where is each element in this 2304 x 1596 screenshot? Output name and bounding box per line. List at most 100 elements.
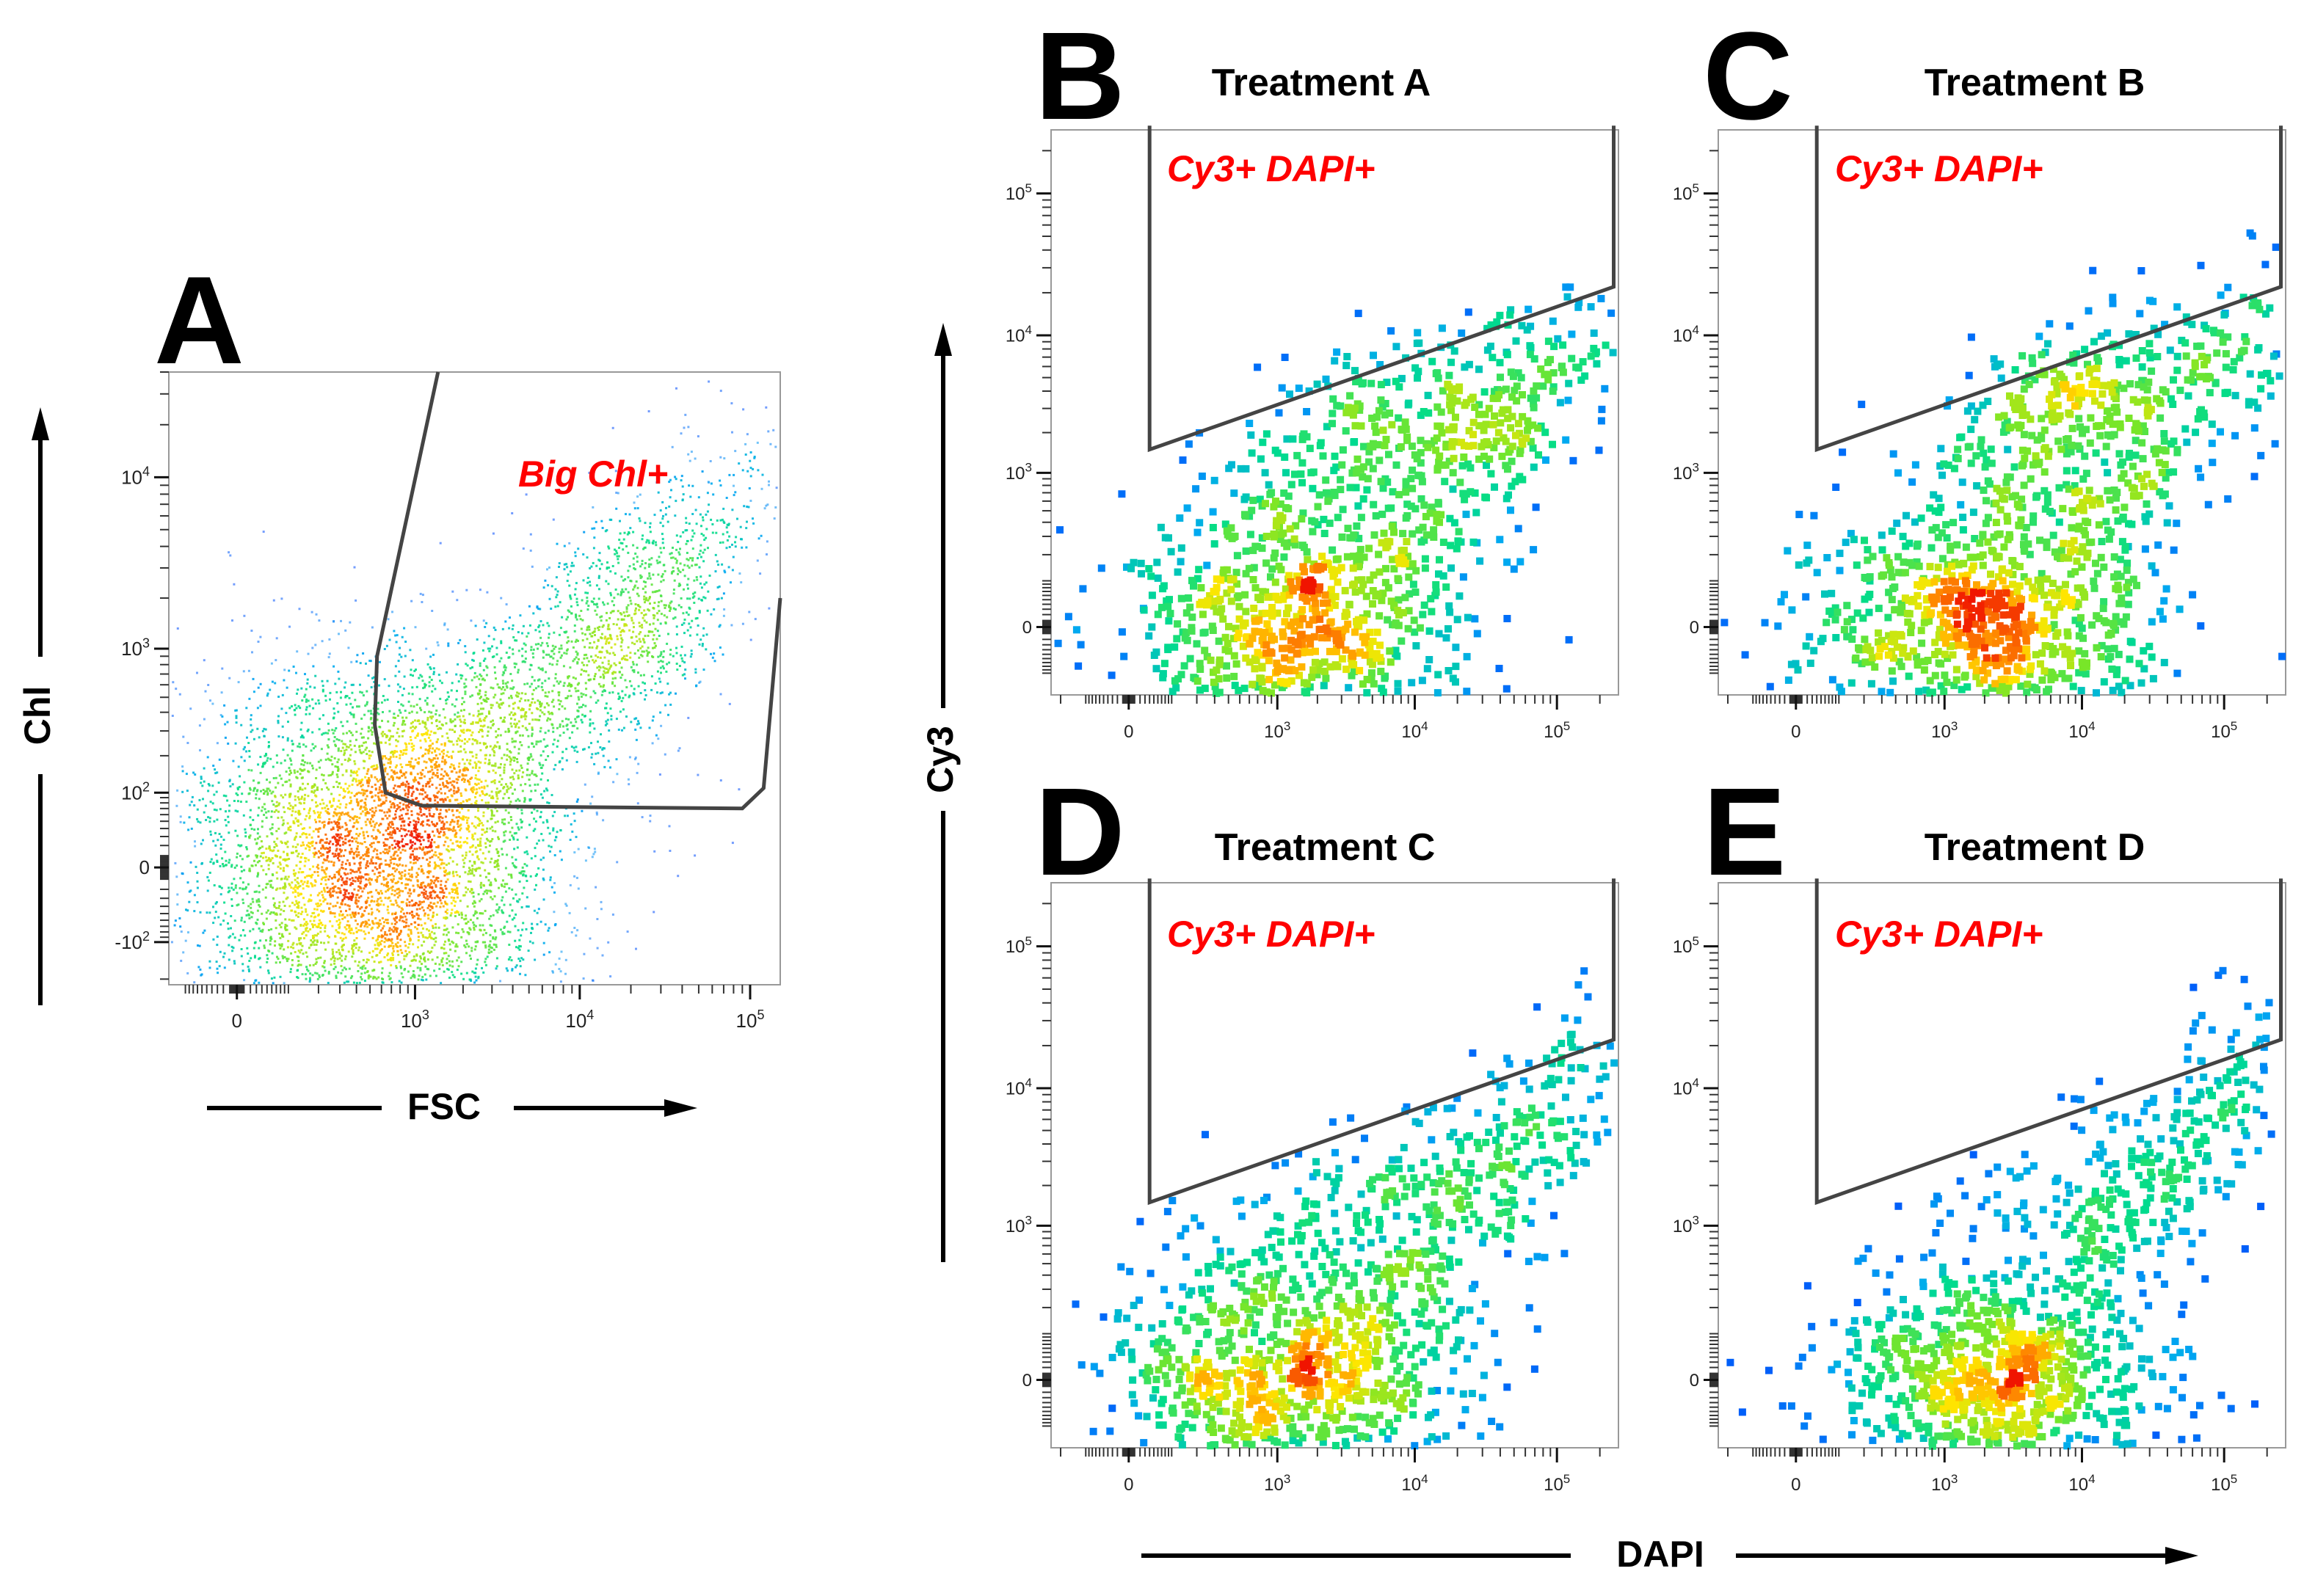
- event-point: [377, 926, 379, 929]
- event-point: [337, 710, 340, 713]
- event-point: [464, 651, 467, 654]
- event-point: [474, 870, 477, 872]
- event-point: [542, 878, 545, 881]
- event-point: [471, 791, 474, 794]
- event-point: [496, 911, 499, 914]
- event-point: [264, 761, 267, 764]
- event-point: [374, 976, 377, 979]
- event-point: [267, 787, 270, 790]
- event-point: [277, 721, 280, 724]
- event-point: [490, 726, 493, 729]
- event-point: [310, 915, 313, 918]
- event-point: [534, 783, 537, 786]
- event-point: [635, 635, 638, 638]
- event-point: [468, 860, 471, 863]
- event-point: [568, 911, 571, 914]
- event-point: [583, 748, 586, 751]
- event-point: [649, 596, 651, 599]
- event-point: [397, 701, 399, 703]
- event-point: [445, 702, 448, 705]
- event-point: [556, 660, 559, 663]
- event-point: [353, 944, 355, 947]
- event-point: [252, 947, 255, 950]
- event-point: [554, 963, 557, 966]
- event-point: [175, 875, 178, 878]
- event-point: [638, 638, 641, 641]
- event-point: [305, 745, 308, 748]
- event-point: [272, 849, 275, 852]
- event-point: [344, 806, 347, 809]
- event-point: [302, 831, 305, 834]
- event-point: [694, 617, 697, 620]
- event-point: [448, 728, 451, 731]
- event-point: [308, 859, 310, 861]
- event-point: [702, 596, 705, 599]
- event-point: [303, 696, 306, 699]
- event-point: [259, 682, 262, 685]
- event-point: [319, 759, 322, 762]
- event-point: [671, 445, 674, 448]
- event-point: [308, 770, 310, 773]
- event-point: [228, 944, 230, 947]
- event-point: [457, 845, 459, 847]
- event-point: [272, 861, 275, 864]
- event-point: [558, 566, 560, 568]
- event-point: [288, 905, 291, 908]
- event-point: [292, 666, 295, 668]
- event-point: [635, 607, 637, 610]
- event-point: [647, 577, 650, 580]
- event-point: [643, 674, 645, 677]
- event-point: [271, 833, 274, 836]
- event-point: [505, 967, 508, 970]
- event-point: [355, 930, 358, 933]
- event-point: [367, 730, 370, 733]
- event-point: [535, 740, 538, 743]
- event-point: [550, 794, 553, 796]
- event-point: [267, 929, 270, 931]
- event-point: [297, 843, 299, 846]
- event-point: [335, 977, 338, 980]
- event-point: [218, 965, 221, 968]
- event-point: [560, 950, 563, 953]
- event-point: [451, 940, 454, 943]
- event-point: [332, 620, 335, 622]
- event-point: [364, 967, 367, 970]
- event-point: [597, 682, 600, 685]
- event-point: [542, 649, 545, 652]
- event-point: [699, 544, 702, 547]
- event-point: [291, 901, 294, 904]
- event-point: [638, 722, 640, 725]
- event-point: [283, 982, 286, 985]
- event-point: [566, 696, 569, 699]
- event-point: [638, 608, 641, 611]
- event-point: [242, 902, 245, 905]
- event-point: [432, 925, 434, 928]
- event-point: [752, 522, 755, 525]
- event-point: [609, 611, 612, 614]
- event-point: [211, 784, 214, 787]
- event-point: [539, 668, 542, 671]
- event-point: [659, 521, 662, 524]
- event-point: [476, 867, 479, 870]
- event-point: [230, 927, 232, 930]
- event-point: [419, 739, 422, 742]
- event-point: [597, 588, 600, 591]
- event-point: [446, 878, 449, 881]
- event-point: [622, 618, 625, 621]
- event-point: [592, 853, 595, 856]
- event-point: [359, 690, 362, 693]
- event-point: [451, 703, 454, 706]
- event-point: [592, 561, 595, 564]
- event-point: [677, 875, 680, 878]
- event-point: [657, 491, 660, 494]
- event-point: [313, 944, 316, 946]
- event-point: [553, 891, 556, 894]
- event-point: [503, 831, 506, 834]
- event-point: [266, 759, 269, 762]
- event-point: [355, 947, 357, 950]
- event-point: [702, 519, 705, 522]
- event-point: [250, 714, 252, 717]
- event-point: [519, 960, 522, 963]
- event-point: [410, 704, 413, 707]
- event-point: [456, 959, 459, 962]
